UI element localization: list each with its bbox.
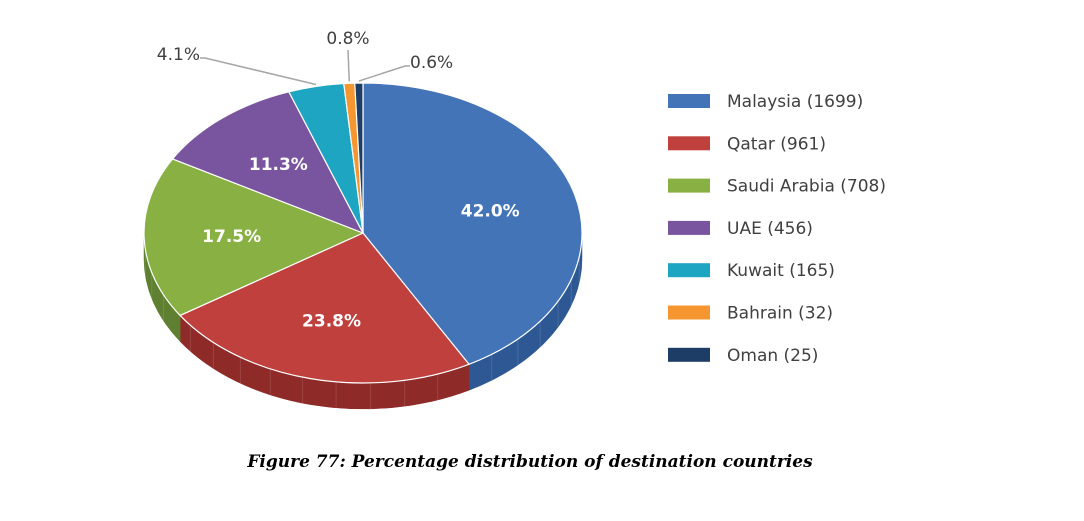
data-label-kuwait: 4.1% — [157, 45, 200, 65]
data-label-qatar: 23.8% — [302, 311, 361, 331]
data-label-saudi-arabia: 17.5% — [202, 227, 261, 247]
pie-slice-oman — [354, 82, 364, 234]
legend-label: Qatar (961) — [727, 134, 826, 154]
legend-label: Kuwait (165) — [727, 261, 835, 281]
legend-item-oman: Oman (25) — [668, 346, 818, 366]
legend-item-bahrain: Bahrain (32) — [668, 304, 833, 324]
legend-swatch — [668, 263, 710, 278]
legend-label: Malaysia (1699) — [727, 92, 863, 112]
leader-lines — [200, 49, 410, 86]
pie-slice-saudi-arabia — [143, 158, 364, 317]
legend-item-qatar: Qatar (961) — [668, 134, 826, 154]
pie-slice-malaysia — [362, 82, 583, 365]
legend-swatch — [668, 94, 710, 108]
leader-line-oman — [358, 65, 410, 82]
legend-swatch — [668, 178, 710, 193]
data-label-bahrain: 0.8% — [326, 29, 369, 49]
data-label-uae: 11.3% — [249, 155, 308, 175]
legend-swatch — [668, 347, 710, 362]
legend: Malaysia (1699) Qatar (961) Saudi Arabia (… — [668, 92, 886, 366]
figure-caption: Figure 77: Percentage distribution of de… — [247, 452, 813, 472]
legend-swatch — [668, 220, 710, 235]
legend-label: Bahrain (32) — [727, 304, 833, 324]
data-labels: 42.0% 23.8% 17.5% 11.3% 4.1% 0.8% 0.6% — [157, 29, 520, 331]
data-label-malaysia: 42.0% — [461, 202, 520, 222]
leader-line-bahrain — [347, 49, 351, 82]
legend-item-malaysia: Malaysia (1699) — [668, 92, 863, 112]
legend-item-saudi-arabia: Saudi Arabia (708) — [668, 177, 886, 197]
legend-item-kuwait: Kuwait (165) — [668, 261, 835, 281]
legend-swatch — [668, 305, 710, 320]
leader-line-kuwait — [200, 57, 317, 86]
legend-swatch — [668, 136, 710, 151]
legend-label: Saudi Arabia (708) — [727, 177, 886, 197]
pie-side-layer — [143, 232, 583, 410]
legend-label: Oman (25) — [727, 346, 818, 366]
legend-label: UAE (456) — [727, 219, 813, 239]
legend-item-uae: UAE (456) — [668, 219, 813, 239]
data-label-oman: 0.6% — [410, 53, 453, 73]
pie-top-layer — [143, 82, 583, 384]
pie-slice-qatar — [179, 232, 470, 384]
pie-slice-uae — [171, 91, 364, 234]
